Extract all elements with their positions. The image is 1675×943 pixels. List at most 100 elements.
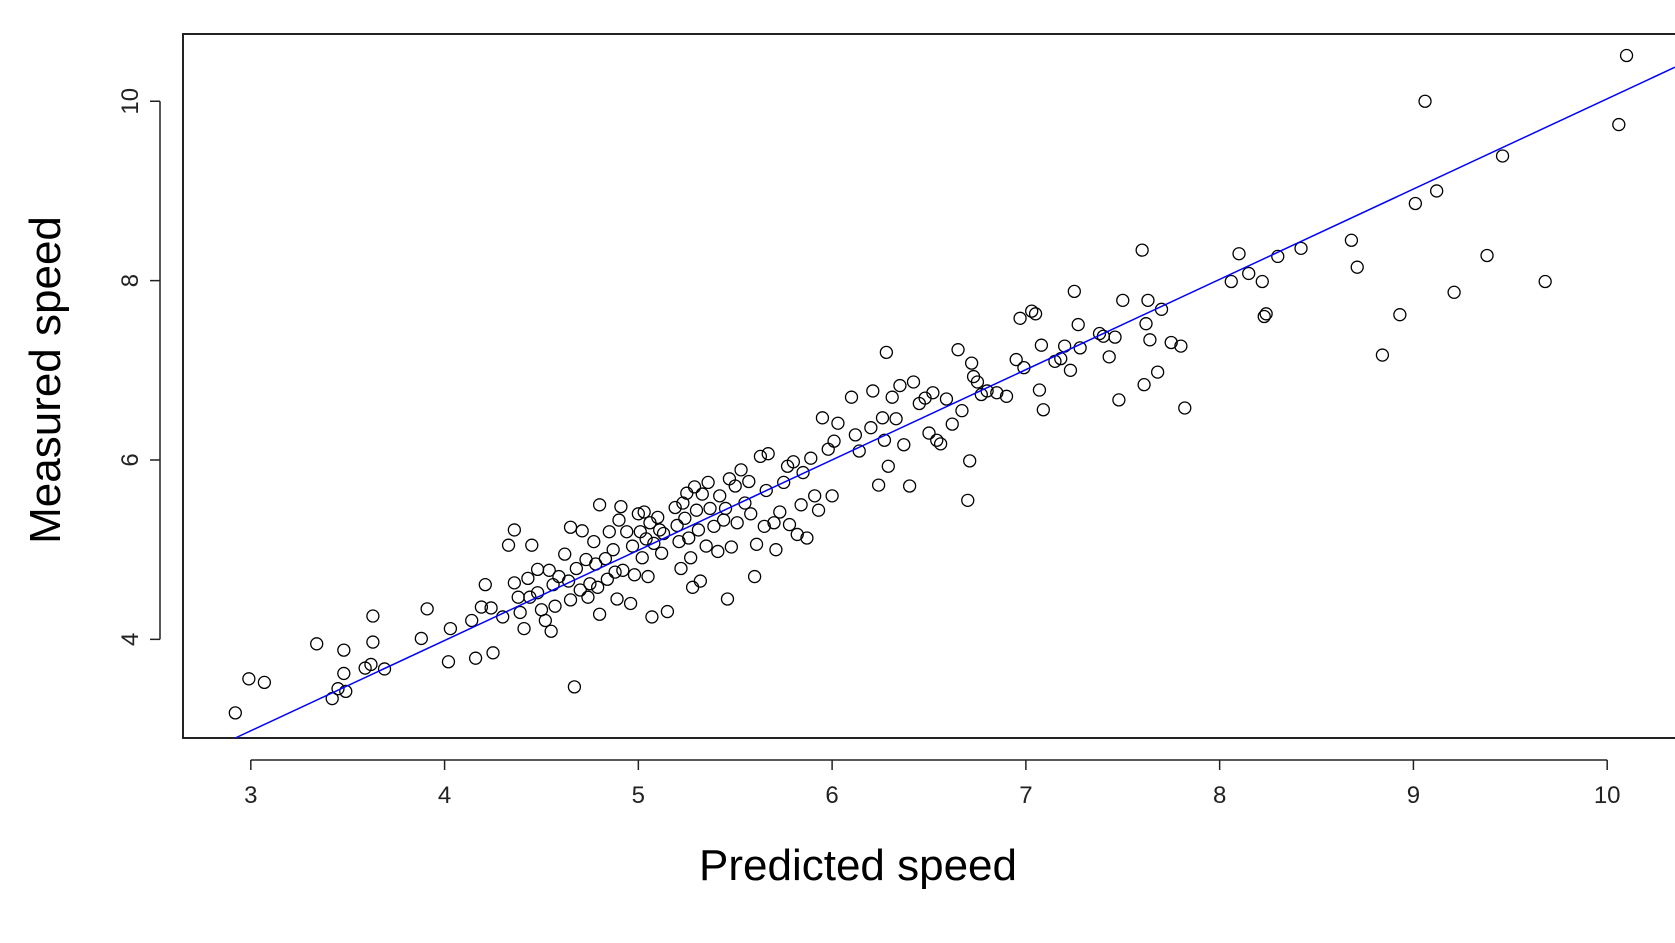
data-point [610,592,624,606]
x-axis: 3 4 5 6 7 8 9 10 [244,759,1621,809]
data-point [1174,339,1188,353]
data-point [600,572,614,586]
data-point [544,624,558,638]
data-point [889,412,903,426]
data-point [620,525,634,539]
data-point [782,517,797,532]
data-point [773,505,787,519]
data-point [926,386,940,400]
data-point [769,543,783,557]
data-point [517,621,531,636]
data-point [955,404,969,418]
data-point [728,479,742,493]
data-point [1139,317,1153,331]
data-point [906,375,921,389]
data-point [707,519,721,534]
data-point [713,489,727,503]
data-point [897,438,911,452]
data-point [612,513,626,527]
data-point [1141,293,1155,308]
data-point [542,563,556,577]
data-point [501,538,516,552]
data-point [468,651,483,665]
data-point [242,672,256,686]
data-point [1350,260,1364,274]
data-point [228,706,242,720]
data-point [825,489,839,503]
data-point [627,568,642,582]
data-point [753,449,768,464]
data-point [645,610,659,624]
data-point [366,609,380,623]
data-point [1418,94,1432,108]
data-point [844,390,859,404]
data-point [963,454,977,468]
data-point [672,534,686,549]
data-point [443,621,458,636]
data-point [1063,363,1078,377]
data-point [606,543,620,557]
regression-line [235,66,1675,739]
data-point [530,562,545,577]
x-tick-label: 5 [632,782,645,809]
data-point [310,637,324,651]
data-point [623,596,638,611]
data-point [945,417,959,431]
data-point [881,459,895,473]
data-point [1259,307,1273,321]
data-point [701,475,715,490]
data-point [1393,308,1407,322]
data-point [441,655,456,669]
data-point [964,356,979,370]
data-point [614,499,628,514]
data-point [744,507,758,521]
data-point [337,643,351,657]
data-point [1108,330,1122,344]
data-point [1480,248,1494,263]
data-point [641,569,655,584]
data-point [747,569,762,584]
data-point [563,593,578,607]
data-point [478,577,492,592]
data-point [635,551,649,565]
data-point [1013,311,1027,325]
data-point [583,577,597,591]
data-point [749,537,764,551]
data-point [521,571,535,586]
data-point [821,442,835,456]
data-point [1150,365,1165,379]
y-tick-label: 8 [117,274,144,287]
data-point [625,539,640,553]
data-point [598,551,613,566]
data-point [777,475,791,490]
data-point [684,551,698,565]
data-point [1102,350,1116,364]
data-point [592,498,607,512]
data-point [730,516,744,530]
data-point [257,675,272,690]
data-point [1034,338,1049,352]
data-point [563,520,578,534]
data-point [591,580,605,594]
data-point [575,524,589,538]
data-point [687,480,702,494]
data-point [699,539,713,553]
data-point [1447,285,1461,299]
data-point [961,493,975,507]
data-point [1224,274,1238,289]
data-point [1092,326,1107,341]
y-tick-label: 6 [117,453,144,466]
data-point [757,519,771,534]
data-point [653,523,667,537]
data-point [724,540,739,554]
data-point [1375,348,1390,362]
data-point [718,501,733,516]
data-point [680,486,694,500]
data-point [939,392,954,406]
data-point [804,451,818,465]
data-point [474,600,489,614]
data-point [831,416,845,430]
data-point [794,498,808,512]
data-point [484,601,498,615]
data-point [815,411,830,425]
